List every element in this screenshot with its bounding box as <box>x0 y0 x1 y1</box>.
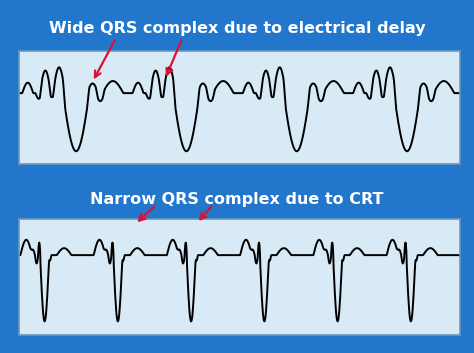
Text: Narrow QRS complex due to CRT: Narrow QRS complex due to CRT <box>90 192 384 207</box>
Text: Wide QRS complex due to electrical delay: Wide QRS complex due to electrical delay <box>49 21 425 36</box>
